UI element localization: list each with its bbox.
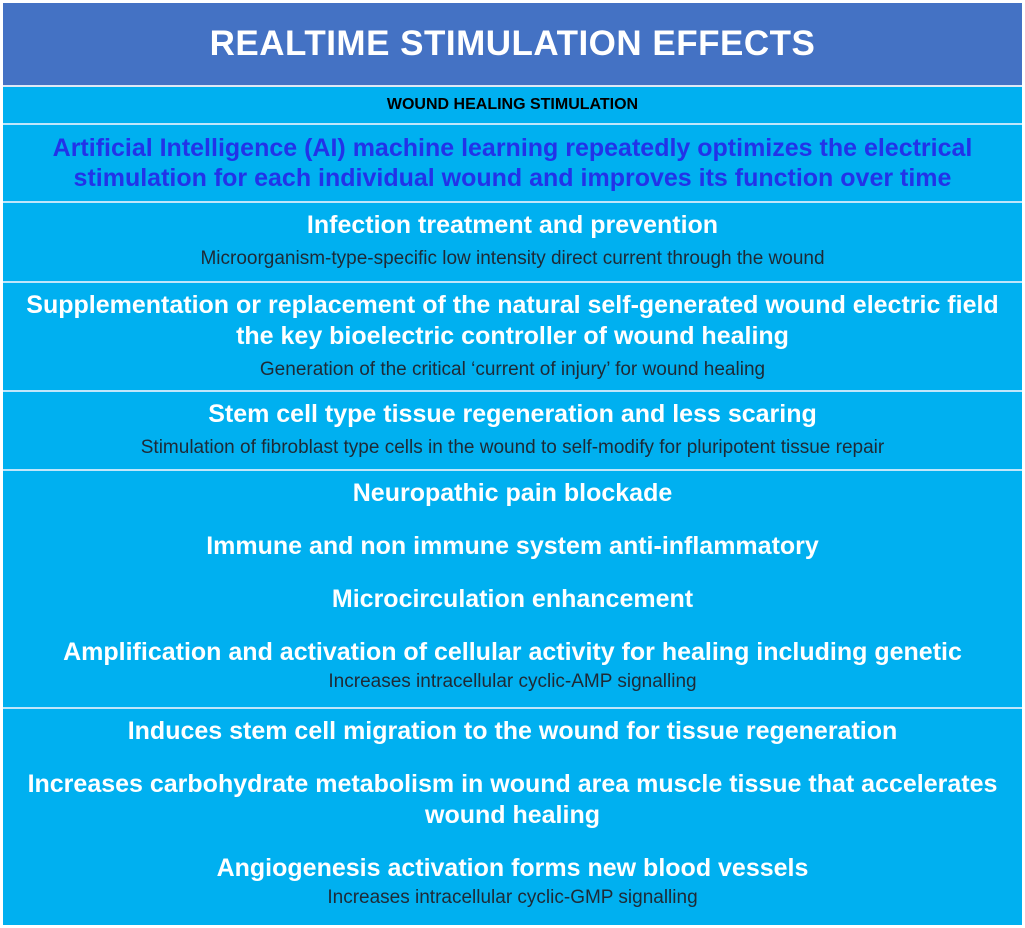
table-title: REALTIME STIMULATION EFFECTS <box>3 3 1022 87</box>
mechanism-text: Microorganism-type-specific low intensit… <box>200 248 825 269</box>
mechanism-text: Stimulation of fibroblast type cells in … <box>140 437 885 458</box>
effect-title: Neuropathic pain blockade <box>352 479 673 507</box>
table-row: Supplementation or replacement of the na… <box>3 283 1022 392</box>
effect-title: Supplementation or replacement of the na… <box>26 291 999 350</box>
effect-title: Increases carbohydrate metabolism in wou… <box>27 770 998 829</box>
effect-title: Microcirculation enhancement <box>331 585 694 613</box>
effect-title: Immune and non immune system anti-inflam… <box>206 532 819 560</box>
table-subtitle: WOUND HEALING STIMULATION <box>3 87 1022 125</box>
ai-statement: Artificial Intelligence (AI) machine lea… <box>3 125 1022 203</box>
effect-title: Stem cell type tissue regeneration and l… <box>208 400 817 428</box>
table-row: Neuropathic pain blockade Immune and non… <box>3 471 1022 709</box>
effect-title: Induces stem cell migration to the wound… <box>127 717 898 745</box>
table-row: Stem cell type tissue regeneration and l… <box>3 392 1022 471</box>
mechanism-text: Increases intracellular cyclic-GMP signa… <box>327 887 698 908</box>
effect-title: Infection treatment and prevention <box>306 211 719 239</box>
mechanism-text: Generation of the critical ‘current of i… <box>259 359 766 380</box>
table-row: Infection treatment and prevention Micro… <box>3 203 1022 283</box>
stimulation-effects-table: REALTIME STIMULATION EFFECTS WOUND HEALI… <box>3 3 1022 925</box>
effect-title: Amplification and activation of cellular… <box>63 638 962 666</box>
table-row: Induces stem cell migration to the wound… <box>3 709 1022 925</box>
effect-title: Angiogenesis activation forms new blood … <box>216 854 809 882</box>
mechanism-text: Increases intracellular cyclic-AMP signa… <box>328 671 697 692</box>
